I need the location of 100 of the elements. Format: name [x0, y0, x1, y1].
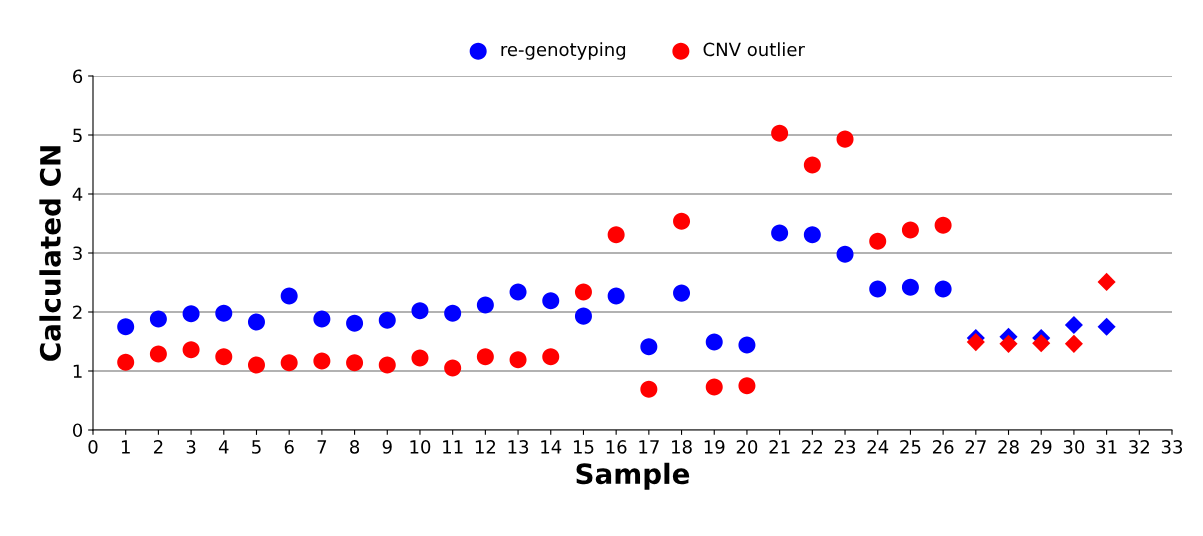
point [542, 292, 560, 310]
point [934, 216, 952, 234]
x-tick-label: 3 [186, 440, 196, 454]
y-tick-label: 3 [73, 246, 82, 261]
point [803, 156, 821, 174]
point [215, 348, 233, 366]
point [607, 226, 625, 244]
point [738, 336, 756, 354]
point [313, 310, 331, 328]
point [509, 283, 527, 301]
point [215, 304, 233, 322]
x-tick-label: 27 [965, 440, 986, 454]
x-tick-label: 22 [802, 440, 823, 454]
point [738, 377, 756, 395]
x-tick-label: 30 [1063, 440, 1085, 454]
x-tick-label: 26 [932, 440, 954, 454]
point [934, 280, 952, 298]
point [869, 280, 887, 298]
point [280, 354, 298, 372]
x-tick-label: 29 [1031, 440, 1052, 454]
point [640, 380, 658, 398]
point [280, 287, 298, 305]
x-tick-label: 21 [769, 440, 790, 454]
x-tick-label: 20 [736, 440, 758, 454]
point [836, 130, 854, 148]
point [705, 333, 723, 351]
point [509, 351, 527, 369]
x-tick-label: 11 [443, 440, 463, 454]
x-tick-label: 7 [317, 440, 327, 454]
x-tick-label: 16 [606, 440, 627, 454]
point [411, 302, 429, 320]
x-tick-label: 18 [672, 440, 692, 454]
legend-label: CNV outlier [703, 42, 805, 57]
point [771, 224, 789, 242]
x-tick-label: 24 [867, 440, 889, 454]
x-tick-label: 0 [88, 440, 98, 454]
point [574, 283, 592, 301]
point [607, 287, 625, 305]
legend-label: re-genotyping [501, 42, 626, 60]
point [869, 232, 887, 250]
x-axis-title: Sample [576, 462, 690, 490]
y-tick-label: 5 [73, 128, 82, 143]
point [247, 356, 265, 374]
point [966, 333, 985, 352]
x-tick-label: 5 [252, 440, 261, 454]
x-tick-label: 28 [998, 440, 1019, 454]
point [542, 348, 560, 366]
point [182, 341, 200, 359]
point [444, 359, 462, 377]
point [771, 124, 789, 142]
x-tick-label: 10 [410, 440, 431, 454]
point [999, 334, 1018, 353]
y-tick-label: 0 [72, 423, 83, 438]
point [346, 354, 364, 372]
point [149, 310, 167, 328]
x-tick-label: 2 [153, 440, 163, 454]
point [673, 212, 691, 230]
x-tick-label: 33 [1161, 440, 1183, 454]
point [378, 311, 396, 329]
x-tick-label: 19 [704, 440, 725, 454]
point [476, 348, 494, 366]
point [901, 221, 919, 239]
point [640, 338, 658, 356]
point [247, 313, 265, 331]
point [149, 345, 167, 363]
point [444, 304, 462, 322]
point [1097, 317, 1116, 336]
point [411, 349, 429, 367]
point [1032, 334, 1051, 353]
y-tick-label: 4 [72, 187, 83, 201]
x-tick-label: 25 [900, 440, 921, 454]
x-tick-label: 6 [284, 440, 294, 454]
point [1064, 315, 1083, 335]
y-tick-label: 1 [73, 364, 82, 378]
y-tick-label: 6 [73, 69, 83, 84]
point [1064, 334, 1083, 353]
point [901, 278, 919, 296]
x-tick-label: 23 [834, 440, 856, 454]
point [346, 314, 364, 332]
point [117, 318, 135, 336]
y-tick-label: 2 [73, 305, 82, 319]
point [574, 307, 592, 325]
x-tick-label: 31 [1096, 440, 1117, 454]
point [836, 245, 854, 263]
point [673, 284, 691, 302]
point [476, 296, 494, 314]
point [378, 356, 396, 374]
x-tick-label: 15 [573, 440, 594, 454]
x-tick-label: 14 [541, 440, 562, 454]
x-tick-label: 8 [350, 440, 360, 454]
x-tick-label: 13 [508, 440, 529, 454]
y-axis-title: Calculated CN [39, 146, 61, 361]
point [1097, 272, 1116, 291]
point [705, 378, 723, 396]
x-tick-label: 12 [475, 440, 496, 454]
x-tick-label: 17 [639, 440, 659, 454]
point [117, 353, 135, 371]
point [313, 352, 331, 370]
x-tick-label: 9 [382, 440, 392, 454]
x-tick-label: 1 [121, 440, 130, 454]
